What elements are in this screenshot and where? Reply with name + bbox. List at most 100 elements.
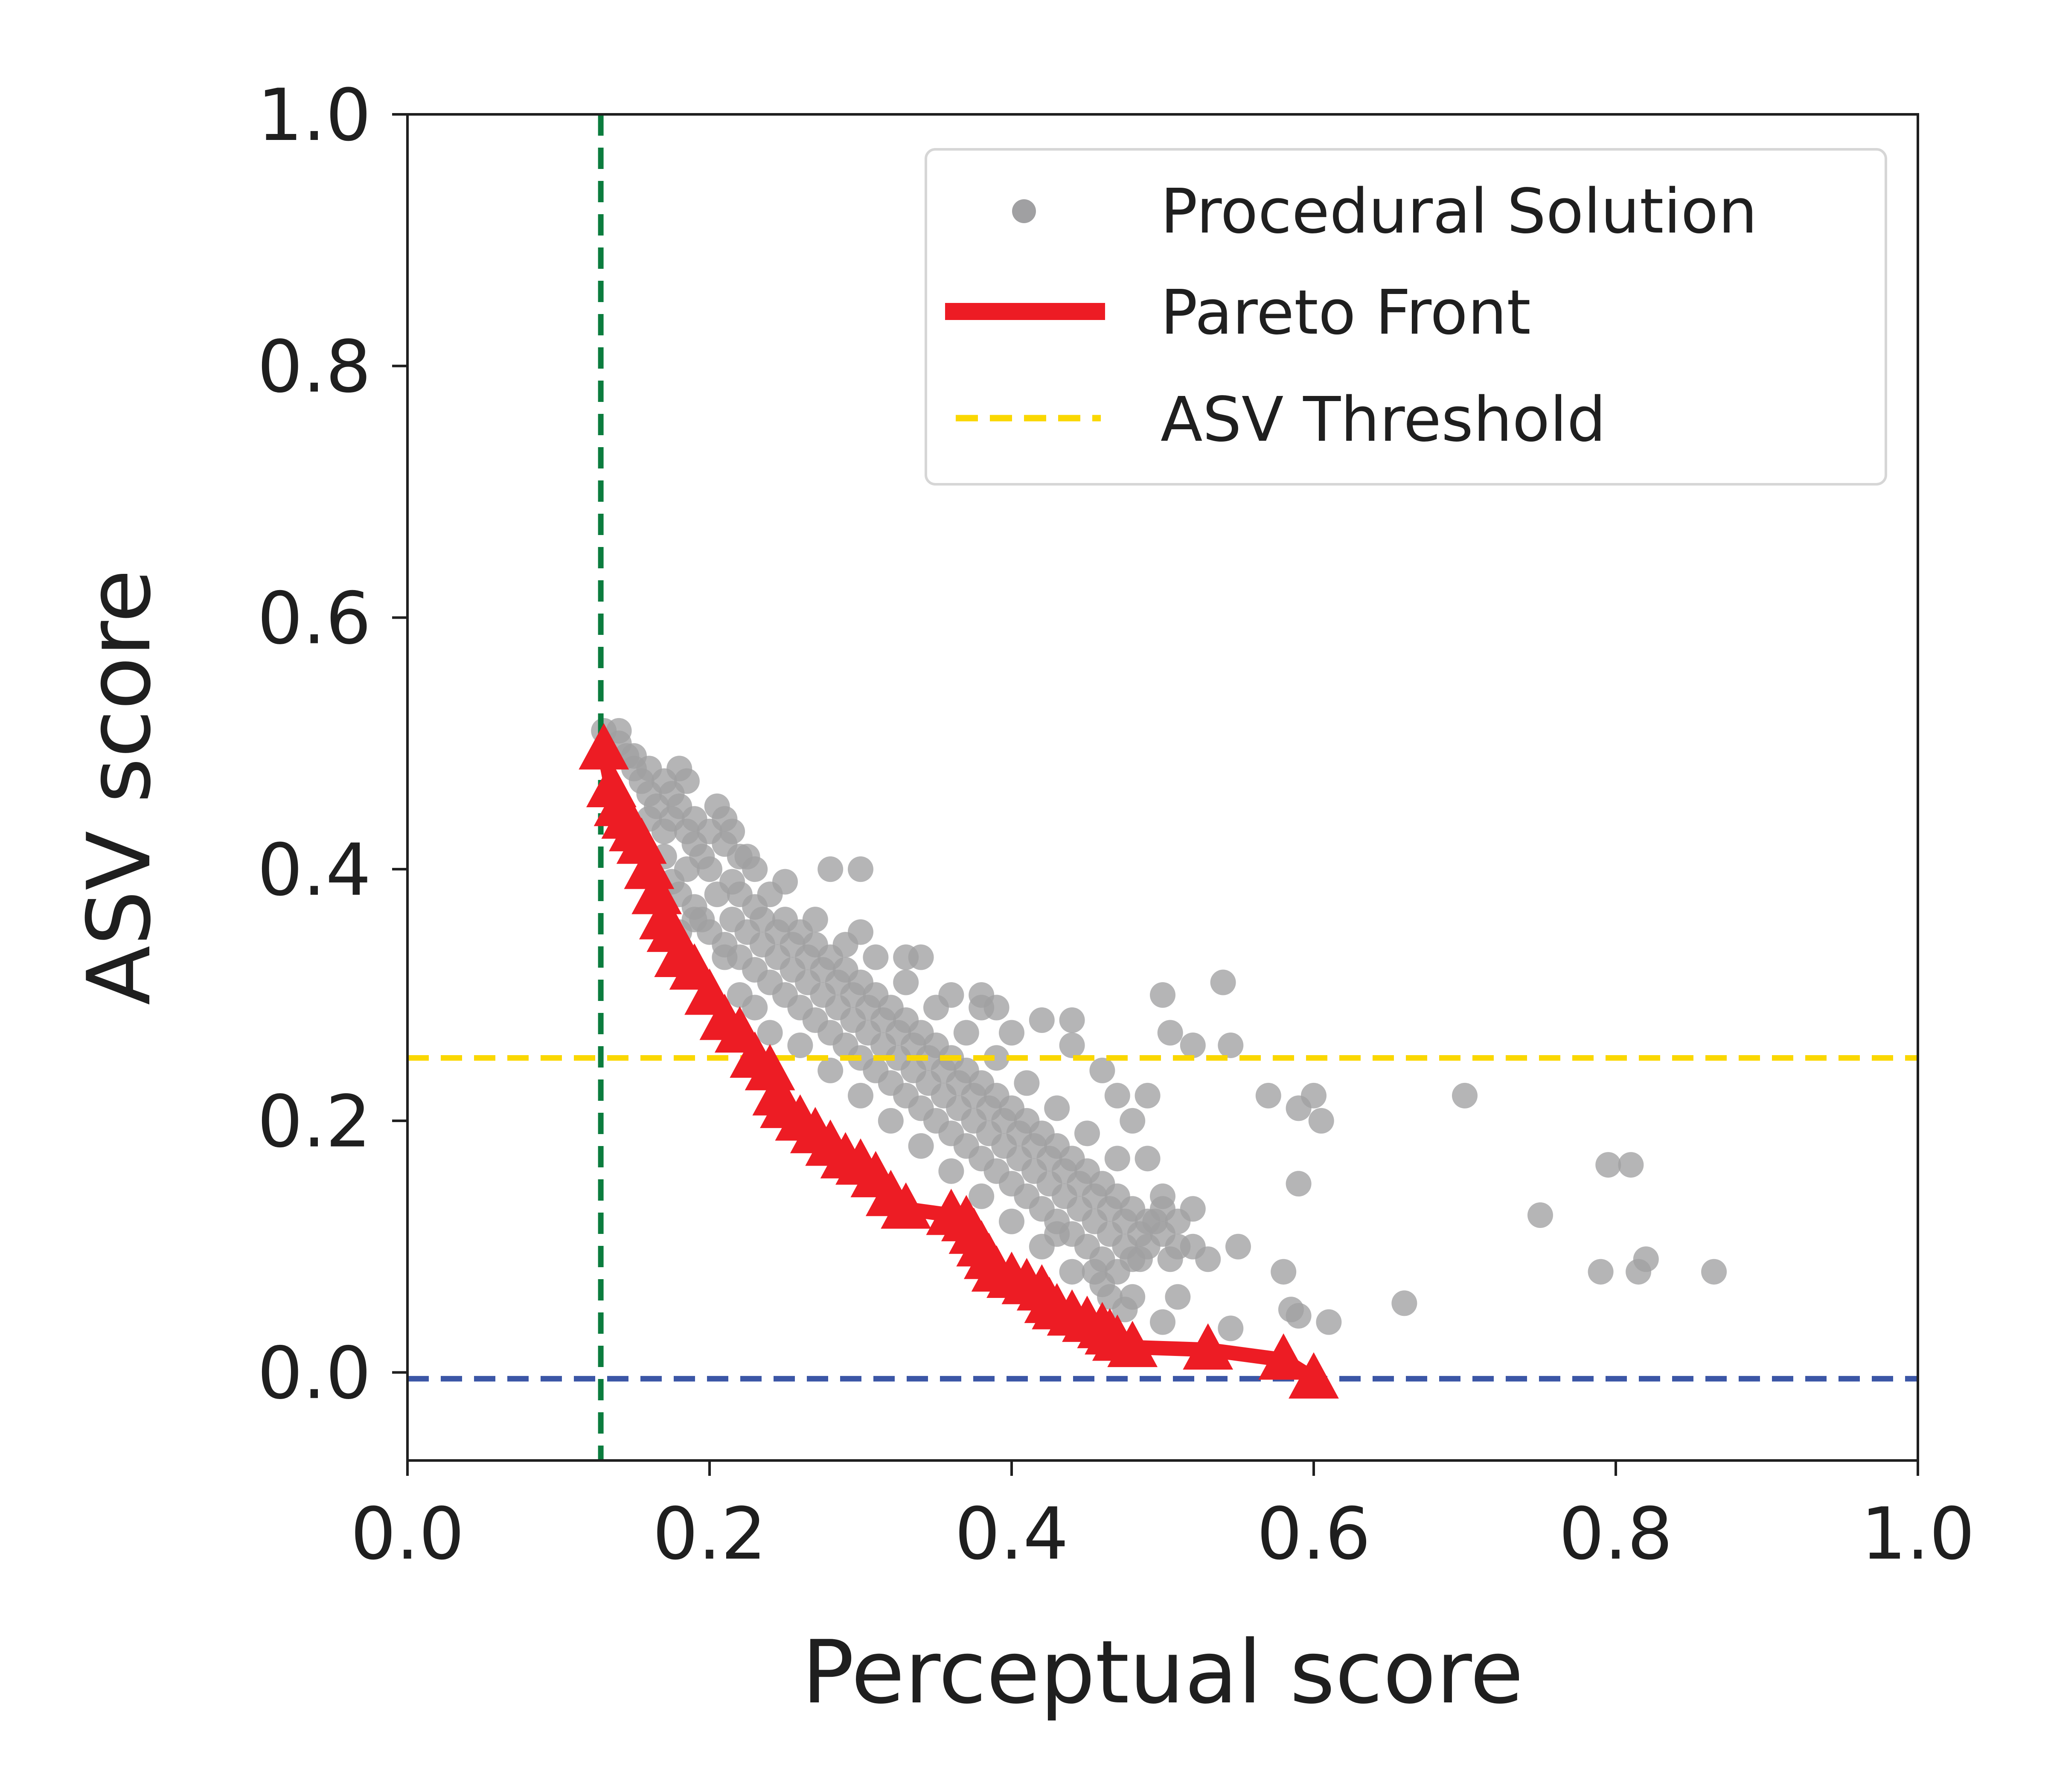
scatter-point <box>1527 1202 1553 1228</box>
y-tick-label: 0.2 <box>257 1080 371 1164</box>
scatter-point <box>757 1020 783 1046</box>
scatter-point <box>1316 1309 1342 1335</box>
scatter-point <box>1150 982 1175 1008</box>
scatter-point <box>1074 1120 1100 1146</box>
scatter-point <box>1127 1246 1153 1272</box>
scatter-point <box>848 919 873 945</box>
legend-label-asv-threshold: ASV Threshold <box>1161 384 1606 455</box>
scatter-point <box>908 1133 934 1159</box>
x-tick-label: 0.2 <box>652 1492 766 1576</box>
pareto-front-marker <box>881 1182 931 1229</box>
scatter-point <box>606 718 632 744</box>
scatter-point <box>1150 1309 1175 1335</box>
x-axis-title: Perceptual score <box>802 1622 1524 1723</box>
scatter-point <box>1104 1082 1130 1108</box>
x-tick-label: 0.4 <box>954 1492 1068 1576</box>
scatter-point <box>1180 1032 1206 1058</box>
scatter-point <box>878 1108 904 1134</box>
x-tick-label: 0.0 <box>350 1492 464 1576</box>
legend-label-pareto-front: Pareto Front <box>1161 276 1531 348</box>
pareto-front-marker <box>1289 1352 1339 1399</box>
scatter-point <box>983 1045 1009 1071</box>
scatter-point <box>674 856 700 882</box>
x-axis-ticks: 0.0 0.2 0.4 0.6 0.8 1.0 <box>350 1460 1975 1576</box>
scatter-point <box>999 1208 1024 1234</box>
x-tick-label: 0.8 <box>1559 1492 1673 1576</box>
scatter-point <box>1452 1082 1478 1108</box>
scatter-point <box>1218 1032 1244 1058</box>
scatter-point <box>1180 1196 1206 1222</box>
scatter-point <box>817 856 844 882</box>
scatter-point <box>1150 1183 1175 1209</box>
scatter-point <box>983 995 1009 1021</box>
y-tick-label: 0.0 <box>257 1332 371 1415</box>
y-tick-label: 0.4 <box>257 828 371 912</box>
scatter-point <box>1135 1082 1161 1108</box>
x-tick-label: 1.0 <box>1861 1492 1975 1576</box>
scatter-point <box>727 844 753 870</box>
scatter-point <box>1089 1057 1115 1083</box>
scatter-point <box>1308 1108 1334 1134</box>
scatter-point <box>1391 1290 1417 1316</box>
scatter-point <box>742 995 768 1021</box>
scatter-point <box>1112 1297 1138 1323</box>
scatter-point <box>1195 1246 1221 1272</box>
scatter-point <box>1044 1095 1070 1121</box>
pareto-front-marker <box>1107 1321 1158 1367</box>
scatter-point <box>848 1082 873 1108</box>
scatter-point <box>1044 1221 1070 1247</box>
scatter-point <box>969 1183 995 1209</box>
scatter-point <box>893 944 919 970</box>
scatter-point <box>1029 1007 1055 1033</box>
scatter-point <box>697 856 722 882</box>
scatter-point <box>621 743 647 769</box>
scatter-point <box>674 768 700 794</box>
scatter-point <box>1104 1146 1130 1172</box>
scatter-point <box>1255 1082 1281 1108</box>
scatter-point <box>953 1020 979 1046</box>
scatter-point <box>999 1020 1024 1046</box>
scatter-point <box>1014 1070 1040 1096</box>
scatter-point <box>1218 1315 1244 1341</box>
pareto-front-marker <box>579 723 629 770</box>
y-axis-title: ASV score <box>69 569 170 1005</box>
pareto-front-series <box>579 723 1339 1399</box>
scatter-point <box>787 1032 813 1058</box>
y-tick-label: 1.0 <box>257 73 371 157</box>
x-tick-label: 0.6 <box>1257 1492 1370 1576</box>
legend-marker-procedural-solution <box>1012 199 1036 223</box>
scatter-point <box>1135 1146 1161 1172</box>
scatter-point <box>1286 1171 1312 1197</box>
scatter-point <box>938 982 964 1008</box>
scatter-point <box>1588 1259 1614 1285</box>
pareto-front-marker <box>1183 1323 1233 1370</box>
scatter-point <box>704 881 730 908</box>
scatter-point <box>1210 969 1236 995</box>
scatter-point <box>817 1057 844 1083</box>
y-tick-label: 0.6 <box>257 576 371 660</box>
legend-label-procedural-solution: Procedural Solution <box>1161 175 1757 247</box>
scatter-point <box>802 907 828 933</box>
scatter-point <box>1157 1020 1183 1046</box>
scatter-point <box>1595 1152 1621 1178</box>
scatter-point <box>1165 1284 1191 1310</box>
y-axis-ticks: 0.0 0.2 0.4 0.6 0.8 1.0 <box>257 73 407 1415</box>
scatter-point <box>848 856 873 882</box>
scatter-point <box>1112 1208 1138 1234</box>
scatter-point <box>719 818 745 844</box>
scatter-point <box>1059 1259 1085 1285</box>
plot-frame <box>406 113 1919 1462</box>
scatter-point <box>651 818 677 844</box>
legend-box <box>925 148 1887 486</box>
scatter-point <box>681 806 707 832</box>
pareto-front-marker <box>1258 1333 1309 1380</box>
scatter-point <box>1120 1108 1146 1134</box>
scatter-point <box>1271 1259 1297 1285</box>
scatter-point <box>1082 1259 1108 1285</box>
scatter-point <box>1135 1208 1161 1234</box>
scatter-point <box>1618 1152 1644 1178</box>
y-tick-label: 0.8 <box>257 325 371 409</box>
scatter-point <box>863 944 889 970</box>
scatter-point <box>1059 1032 1085 1058</box>
